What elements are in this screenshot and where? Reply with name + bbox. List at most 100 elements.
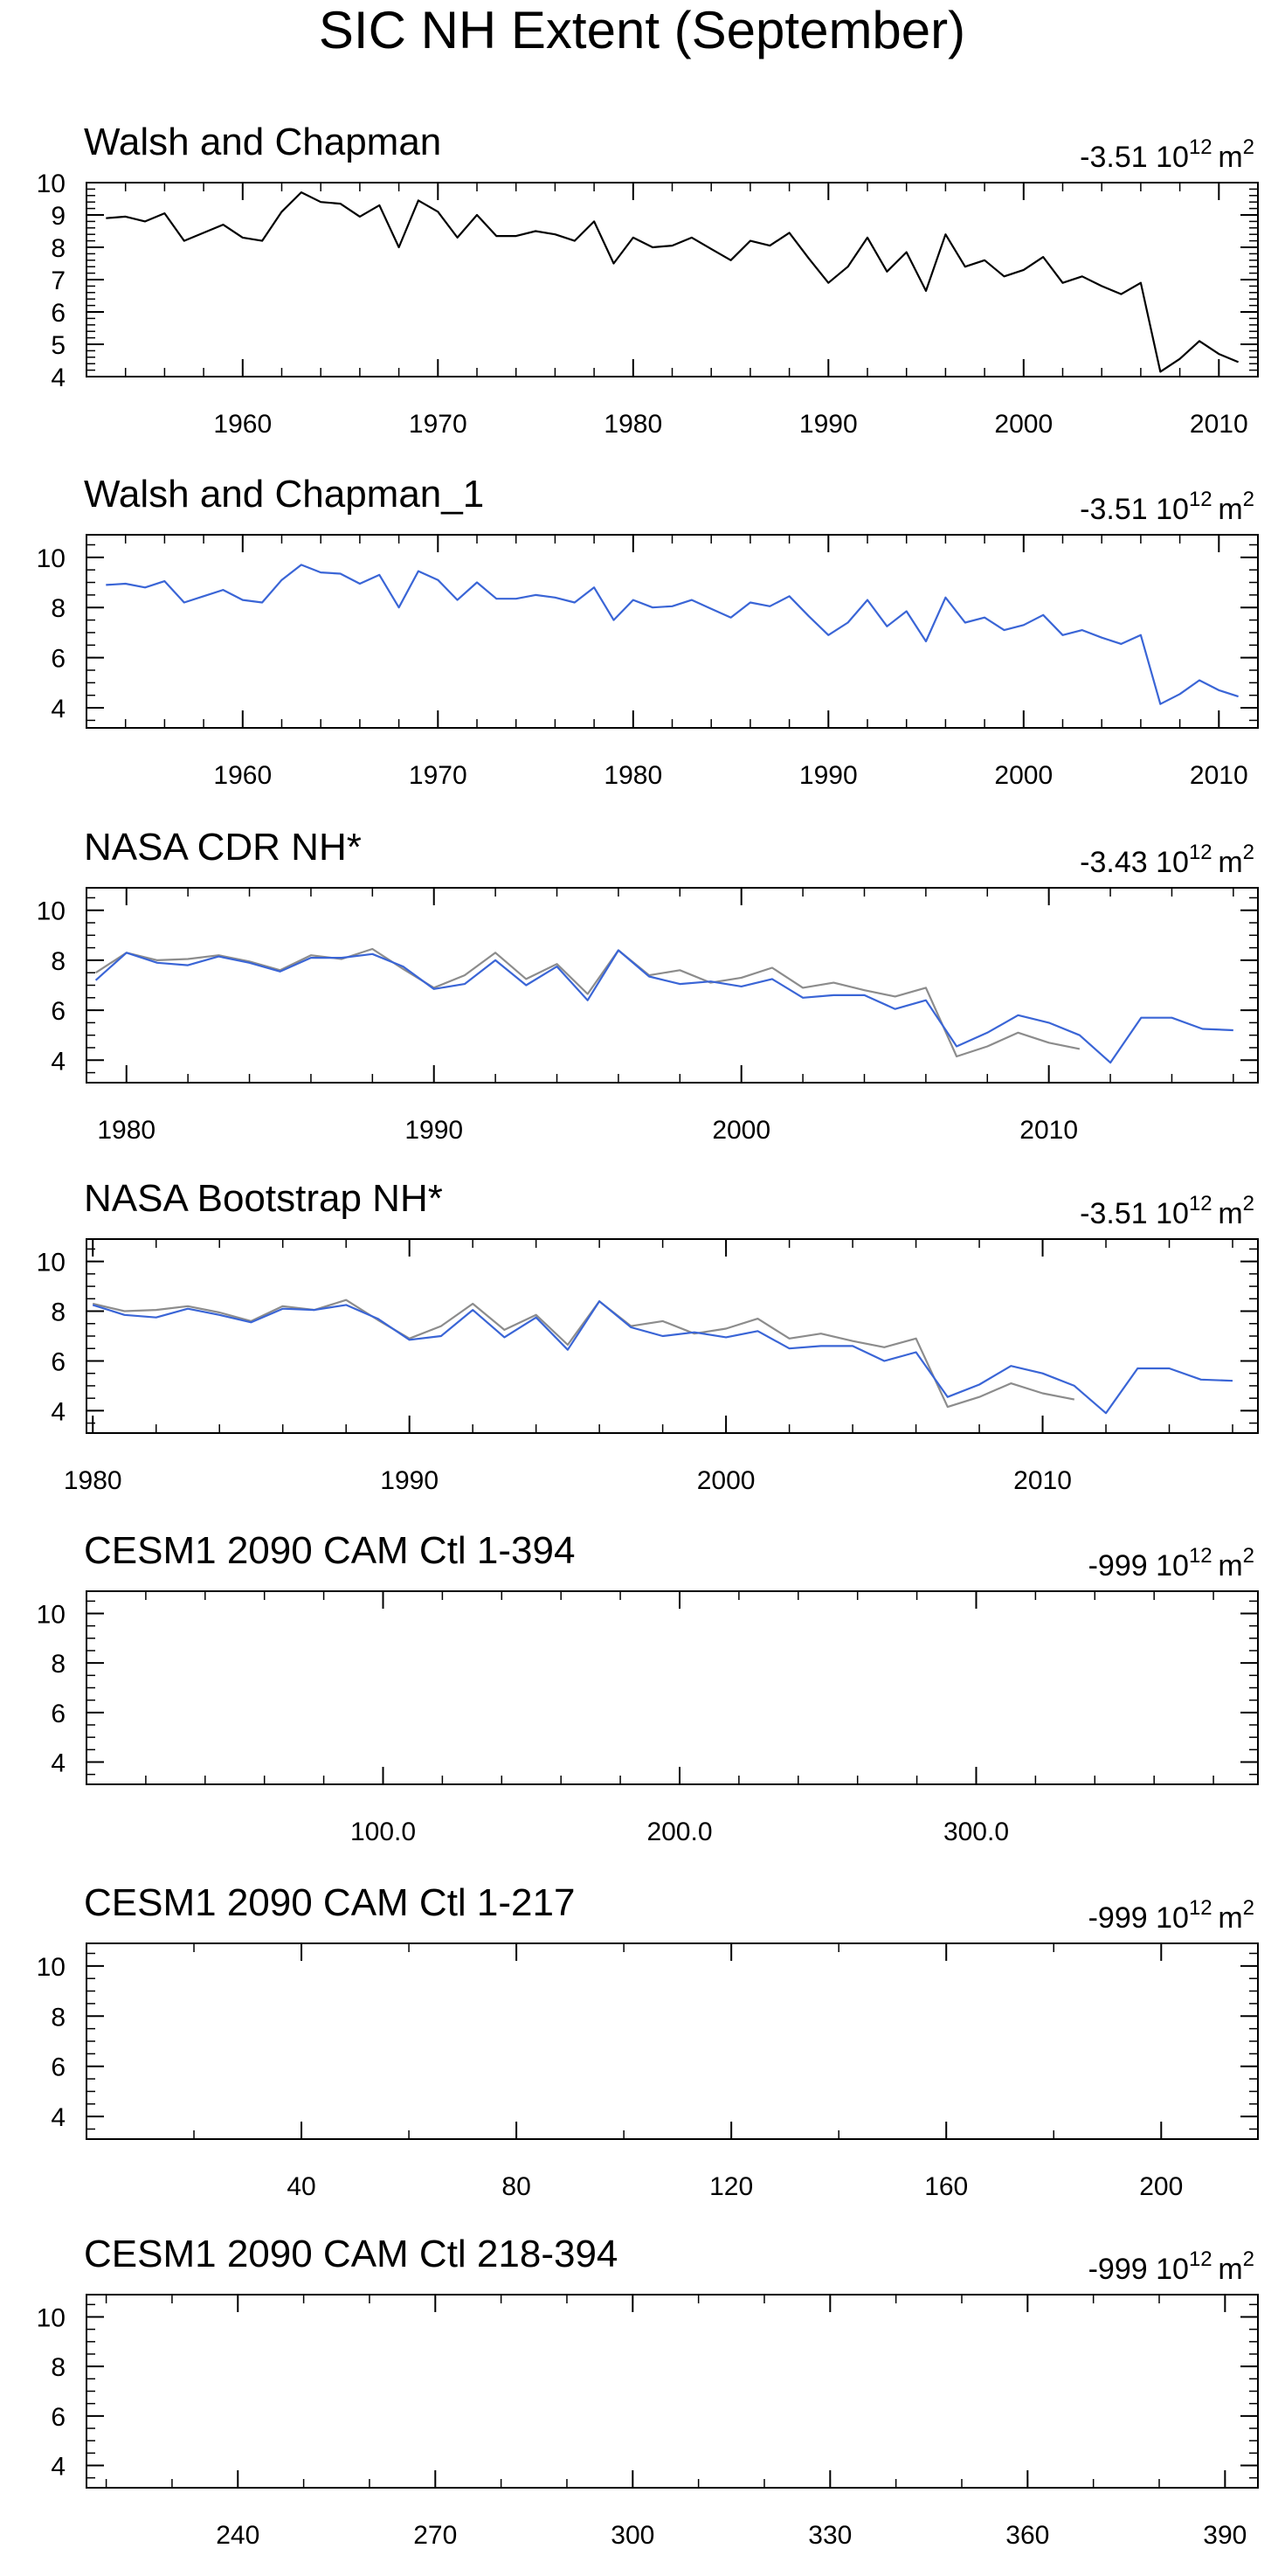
x-tick-label: 2000 [994,761,1053,790]
y-tick-label: 8 [51,234,66,263]
x-tick-label: 200 [1139,2172,1183,2201]
trend-unit-base: 10 [1156,1549,1189,1582]
trend-unit-exp: 12 [1189,135,1218,159]
y-tick-label: 8 [51,1650,66,1679]
x-tick-label: 2000 [712,1116,770,1145]
x-tick-label: 2000 [697,1466,756,1495]
trend-unit-exp: 12 [1189,1896,1218,1920]
x-tick-label: 360 [1005,2521,1049,2550]
y-tick-label: 6 [51,645,66,674]
trend-label: -3.51 1012 m2 [1080,488,1254,526]
trend-label: -3.51 1012 m2 [1080,1192,1254,1230]
y-tick-label: 4 [51,1749,66,1778]
x-tick-label: 2000 [994,410,1053,439]
x-tick-label: 240 [216,2521,259,2550]
chart-panel: NASA CDR NH* -3.43 1012 m2 1980 1990 2000 201… [37,826,1259,1145]
panel-title: Walsh and Chapman [84,121,441,163]
y-tick-label: 10 [37,170,66,198]
trend-label: -999 1012 m2 [1088,1544,1254,1582]
plot-frame [86,534,1259,729]
trend-unit-suffix: m [1218,1901,1242,1935]
trend-value: -999 [1088,1549,1157,1582]
y-tick-label: 6 [51,997,66,1026]
chart-panel: CESM1 2090 CAM Ctl 218-394 -999 1012 m224… [37,2233,1259,2550]
trend-unit-exp: 12 [1189,841,1218,864]
x-tick-label: 120 [709,2172,753,2201]
y-tick-label: 8 [51,947,66,976]
figure-title: SIC NH Extent (September) [319,1,965,59]
trend-unit-suffix: m [1218,141,1242,174]
x-tick-label: 2010 [1190,410,1248,439]
trend-value: -3.51 [1080,141,1156,174]
trend-unit-suffix-exp: 2 [1243,1896,1254,1920]
plot-frame [86,1238,1259,1434]
trend-value: -3.51 [1080,1197,1156,1230]
x-tick-label: 390 [1203,2521,1247,2550]
x-tick-label: 1980 [604,410,662,439]
panel-title: NASA CDR NH* [84,826,362,869]
x-tick-label: 40 [287,2172,315,2201]
trend-unit-base: 10 [1156,141,1189,174]
y-tick-label: 6 [51,2403,66,2432]
x-tick-label: 1980 [604,761,662,790]
trend-unit-base: 10 [1156,1197,1189,1230]
y-tick-label: 6 [51,1347,66,1376]
x-tick-label: 2010 [1190,761,1248,790]
trend-unit-exp: 12 [1189,488,1218,511]
x-tick-label: 200.0 [646,1818,712,1846]
y-tick-label: 10 [37,1601,66,1630]
trend-unit-suffix: m [1218,846,1242,879]
trend-unit-suffix-exp: 2 [1243,1544,1254,1568]
trend-unit-base: 10 [1156,2253,1189,2286]
y-tick-label: 10 [37,544,66,573]
trend-unit-base: 10 [1156,846,1189,879]
trend-value: -3.51 [1080,493,1156,526]
series-line [92,1298,1075,1409]
y-tick-label: 7 [51,267,66,295]
y-tick-label: 6 [51,2053,66,2082]
x-tick-label: 300 [611,2521,654,2550]
y-tick-label: 6 [51,299,66,328]
x-tick-label: 1990 [404,1116,463,1145]
plot-frame [86,2294,1259,2489]
x-tick-label: 2010 [1019,1116,1078,1145]
trend-unit-suffix: m [1218,1197,1242,1230]
x-tick-label: 2010 [1013,1466,1072,1495]
panel-title: NASA Bootstrap NH* [84,1177,443,1220]
trend-value: -3.43 [1080,846,1156,879]
y-tick-label: 4 [51,1047,66,1076]
plot-frame [86,182,1259,377]
y-tick-label: 8 [51,2003,66,2032]
trend-value: -999 [1088,2253,1157,2286]
x-tick-label: 1980 [64,1466,122,1495]
y-tick-label: 4 [51,364,66,392]
panel-title: CESM1 2090 CAM Ctl 1-217 [84,1881,575,1924]
y-tick-label: 10 [37,1249,66,1278]
y-tick-label: 4 [51,695,66,724]
trend-value: -999 [1088,1901,1157,1935]
trend-unit-suffix: m [1218,493,1242,526]
x-tick-label: 330 [808,2521,852,2550]
trend-unit-suffix-exp: 2 [1243,841,1254,864]
series-line [106,564,1239,705]
y-tick-label: 9 [51,202,66,231]
plot-frame [86,1590,1259,1785]
trend-label: -3.43 1012 m2 [1080,841,1254,879]
x-tick-label: 1960 [213,761,272,790]
x-tick-label: 100.0 [350,1818,416,1846]
y-tick-label: 8 [51,2353,66,2382]
x-tick-label: 1990 [799,410,858,439]
trend-label: -999 1012 m2 [1088,1896,1254,1935]
x-tick-label: 1960 [213,410,272,439]
trend-unit-suffix: m [1218,1549,1242,1582]
y-tick-label: 8 [51,1298,66,1327]
trend-label: -999 1012 m2 [1088,2247,1254,2286]
x-tick-label: 1970 [409,761,467,790]
x-tick-label: 1970 [409,410,467,439]
plot-frame [86,1942,1259,2140]
x-tick-label: 1980 [97,1116,155,1145]
x-tick-label: 160 [924,2172,968,2201]
